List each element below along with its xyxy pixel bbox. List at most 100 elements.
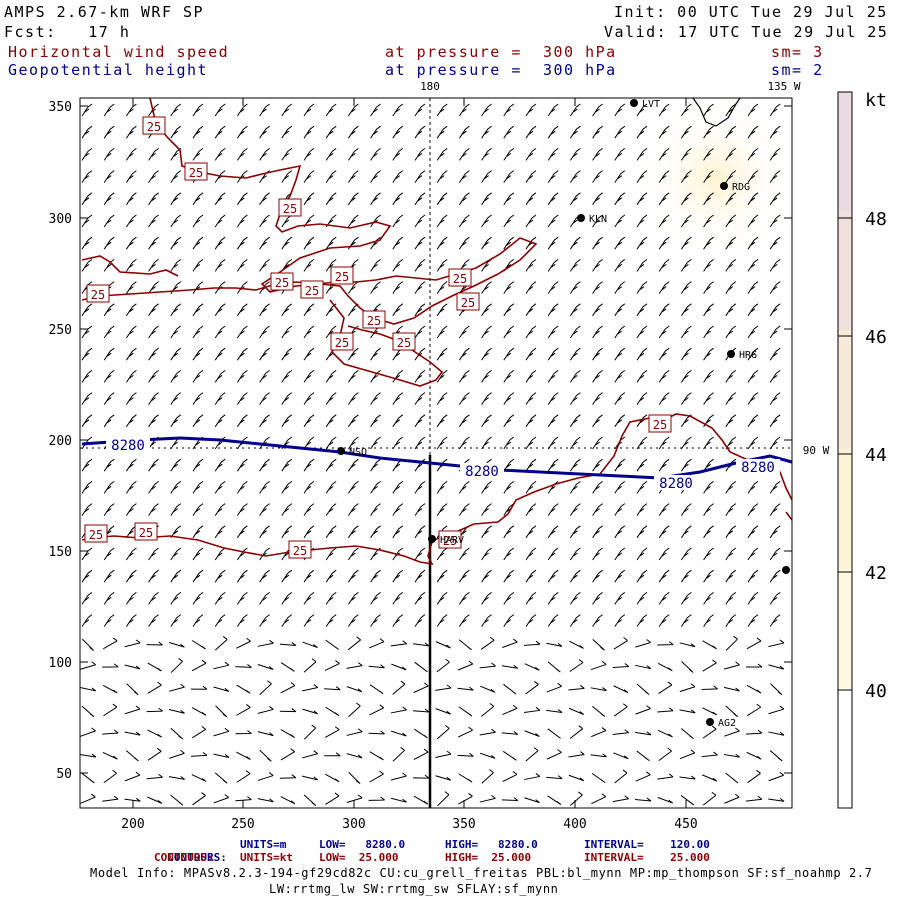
wind-barb: [458, 125, 470, 139]
wind-barb: [658, 148, 670, 161]
colorbar-tick-label: 44: [865, 445, 887, 466]
wind-barb: [458, 236, 470, 250]
wind-barb: [148, 481, 159, 494]
wind-barb: [102, 637, 118, 650]
wind-barb: [635, 664, 652, 670]
wind-barb: [747, 259, 759, 272]
wind-barb: [680, 370, 692, 383]
wind-barb: [103, 569, 115, 583]
wind-barb: [481, 103, 492, 117]
height-contour-label: 8280: [654, 475, 698, 492]
wind-barb: [614, 769, 628, 784]
wind-barb: [124, 705, 141, 715]
wind-barb: [168, 776, 185, 780]
wind-barb: [347, 525, 359, 539]
wind-barb: [325, 103, 337, 117]
wind-barb: [259, 325, 270, 339]
wind-barb: [413, 795, 429, 805]
wind-barb: [103, 103, 115, 117]
wind-barb: [503, 214, 515, 228]
wind-barb: [303, 614, 315, 627]
wind-barb: [503, 481, 515, 494]
wind-barb: [768, 731, 785, 736]
wind-barb: [481, 592, 492, 605]
station-kln: KLN: [577, 214, 607, 225]
wind-barb: [547, 547, 559, 561]
wind-barb: [192, 148, 204, 161]
wind-barb: [236, 592, 248, 605]
wind-barb: [703, 392, 714, 405]
wind-barb: [592, 569, 603, 583]
wind-barb: [636, 192, 648, 206]
height-contour-label: 8280: [106, 437, 150, 454]
wind-barb: [414, 661, 428, 673]
station-dot: [706, 718, 714, 726]
wind-barb: [148, 569, 159, 583]
field1-level: at pressure = 300 hPa: [385, 43, 617, 61]
wind-barb: [747, 614, 759, 627]
wind-barb: [546, 775, 563, 780]
wind-barb: [259, 259, 270, 272]
wind-barb: [236, 125, 248, 139]
wind-barb: [613, 685, 629, 694]
wind-barb: [392, 125, 404, 139]
wind-barb: [236, 347, 248, 361]
wind-barb: [148, 503, 159, 516]
wind-barb: [192, 503, 204, 516]
wind-barb: [547, 170, 559, 183]
wind-barb: [747, 214, 759, 228]
wind-barb: [192, 481, 204, 494]
x-tick-label: 350: [452, 817, 475, 832]
wind-barb: [125, 192, 137, 206]
wind-barb: [723, 686, 740, 692]
speed-contour-label: 25: [184, 162, 208, 181]
wind-barb: [280, 796, 296, 805]
wind-barb: [591, 727, 607, 738]
wind-barb: [679, 709, 696, 714]
wind-barb: [636, 303, 648, 317]
wind-barb: [524, 773, 541, 781]
wind-barb: [257, 798, 274, 803]
wind-barb: [569, 614, 581, 627]
wind-barb: [414, 547, 426, 561]
wind-barb: [569, 303, 581, 317]
wind-barb: [102, 663, 119, 668]
wind-barb: [347, 392, 359, 405]
y-tick-label: 50: [56, 767, 72, 782]
wind-barb: [370, 259, 381, 272]
wind-barb: [547, 192, 559, 206]
wind-barb: [125, 503, 137, 516]
wind-barb: [192, 592, 204, 605]
wind-barb: [147, 729, 163, 738]
wind-barb: [524, 797, 540, 804]
wind-barb: [303, 458, 315, 472]
wind-barb: [103, 170, 115, 183]
wind-barb: [236, 569, 248, 583]
wind-barb: [592, 436, 603, 450]
wind-barb: [436, 281, 448, 294]
wind-barb: [769, 347, 781, 361]
wind-barb: [569, 503, 581, 516]
wind-barb: [125, 170, 137, 183]
wind-barb: [302, 775, 319, 781]
wind-barb: [347, 458, 359, 472]
wind-barb: [525, 569, 537, 583]
wind-barb: [303, 370, 315, 383]
wind-barb: [658, 569, 670, 583]
wind-barb: [703, 370, 714, 383]
wind-barb: [414, 614, 426, 627]
wind-barb: [103, 303, 115, 317]
wind-barb: [259, 592, 270, 605]
wind-barb: [768, 705, 785, 715]
wind-barb: [592, 639, 605, 651]
wind-barb: [392, 436, 404, 450]
wind-barb: [214, 614, 226, 627]
wind-barb: [547, 458, 559, 472]
station-dot: [720, 182, 728, 190]
wind-barb: [658, 592, 670, 605]
wind-barb: [103, 325, 115, 339]
wind-barb: [214, 214, 226, 228]
wind-barb: [769, 614, 781, 627]
wind-barb: [236, 614, 248, 627]
wind-barb: [392, 392, 404, 405]
